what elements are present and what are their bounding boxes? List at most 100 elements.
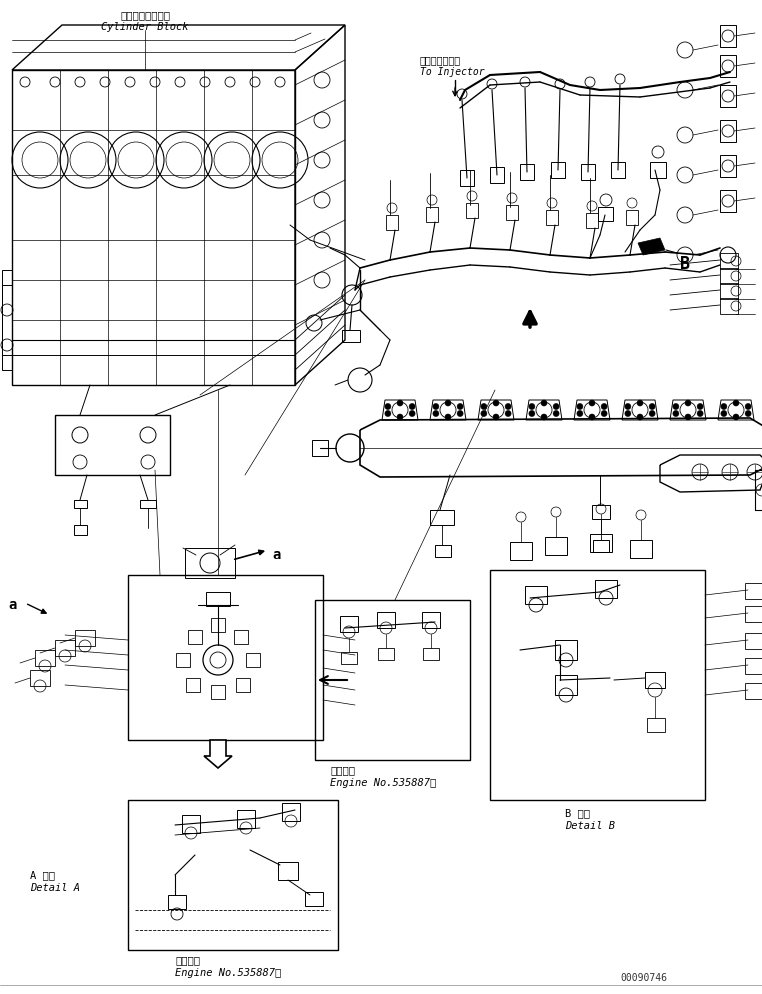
Bar: [510, 542, 532, 560]
Circle shape: [385, 404, 391, 410]
Bar: [490, 570, 705, 800]
Circle shape: [481, 411, 487, 416]
Bar: [745, 658, 762, 674]
Bar: [545, 537, 567, 555]
Circle shape: [409, 411, 415, 416]
Bar: [75, 630, 95, 646]
Bar: [647, 718, 665, 732]
Bar: [720, 155, 736, 177]
Bar: [590, 534, 612, 552]
Bar: [35, 650, 55, 666]
Bar: [555, 675, 577, 695]
Text: a: a: [8, 598, 16, 612]
Bar: [246, 653, 260, 667]
Text: Cylinder Block: Cylinder Block: [101, 22, 189, 32]
Text: Detail A: Detail A: [30, 883, 80, 893]
Bar: [211, 618, 225, 632]
Bar: [460, 170, 474, 186]
Bar: [593, 540, 609, 552]
Bar: [128, 575, 323, 740]
Bar: [423, 648, 439, 660]
Bar: [611, 162, 625, 178]
Circle shape: [433, 411, 439, 416]
Circle shape: [601, 404, 607, 410]
Bar: [595, 580, 617, 598]
Polygon shape: [638, 238, 665, 255]
Circle shape: [649, 411, 655, 416]
Circle shape: [481, 404, 487, 410]
Circle shape: [745, 404, 751, 410]
Circle shape: [625, 404, 631, 410]
Bar: [650, 162, 666, 178]
Bar: [278, 862, 298, 880]
Circle shape: [649, 404, 655, 410]
Circle shape: [637, 400, 643, 406]
Bar: [720, 283, 738, 299]
Bar: [720, 25, 736, 47]
Circle shape: [505, 404, 511, 410]
Circle shape: [697, 411, 703, 416]
Bar: [235, 678, 250, 692]
Circle shape: [589, 414, 595, 420]
Text: 適用号機: 適用号機: [175, 955, 200, 965]
Bar: [755, 470, 762, 510]
Bar: [74, 500, 87, 508]
Text: Engine No.535887～: Engine No.535887～: [175, 968, 281, 978]
Bar: [426, 207, 438, 222]
Bar: [55, 415, 170, 475]
Text: a: a: [272, 548, 280, 562]
Bar: [185, 548, 235, 578]
Bar: [720, 190, 736, 212]
Circle shape: [457, 411, 463, 416]
Bar: [186, 678, 200, 692]
Circle shape: [577, 404, 583, 410]
Bar: [466, 203, 478, 218]
Bar: [720, 120, 736, 142]
Bar: [315, 600, 470, 760]
Circle shape: [553, 404, 559, 410]
Bar: [140, 500, 156, 508]
Bar: [551, 162, 565, 178]
Text: インジェクタへ: インジェクタへ: [420, 55, 461, 65]
Circle shape: [625, 411, 631, 416]
Circle shape: [733, 414, 739, 420]
Circle shape: [577, 411, 583, 416]
Text: A 詳細: A 詳細: [30, 870, 55, 880]
Bar: [176, 653, 190, 667]
Circle shape: [601, 411, 607, 416]
Bar: [340, 616, 358, 632]
Bar: [312, 440, 328, 456]
Circle shape: [409, 404, 415, 410]
Bar: [341, 652, 357, 664]
Bar: [282, 803, 300, 821]
Bar: [234, 630, 248, 644]
Bar: [745, 633, 762, 649]
Bar: [435, 545, 451, 557]
Bar: [525, 586, 547, 604]
Bar: [305, 892, 323, 906]
Text: To Injector: To Injector: [420, 67, 485, 77]
Circle shape: [445, 414, 451, 420]
Bar: [206, 592, 230, 606]
Circle shape: [697, 404, 703, 410]
Bar: [630, 540, 652, 558]
Bar: [377, 612, 395, 628]
Polygon shape: [204, 740, 232, 768]
Bar: [745, 683, 762, 699]
Circle shape: [685, 414, 691, 420]
Bar: [188, 630, 203, 644]
Bar: [342, 330, 360, 342]
Bar: [586, 213, 598, 228]
Circle shape: [493, 414, 499, 420]
Text: Engine No.535887～: Engine No.535887～: [330, 778, 437, 788]
Text: A: A: [525, 310, 535, 328]
Circle shape: [541, 400, 547, 406]
Circle shape: [673, 411, 679, 416]
Bar: [128, 800, 338, 950]
Circle shape: [541, 414, 547, 420]
Bar: [30, 670, 50, 686]
Circle shape: [445, 400, 451, 406]
Bar: [490, 167, 504, 183]
Bar: [430, 510, 454, 525]
Bar: [386, 215, 398, 230]
